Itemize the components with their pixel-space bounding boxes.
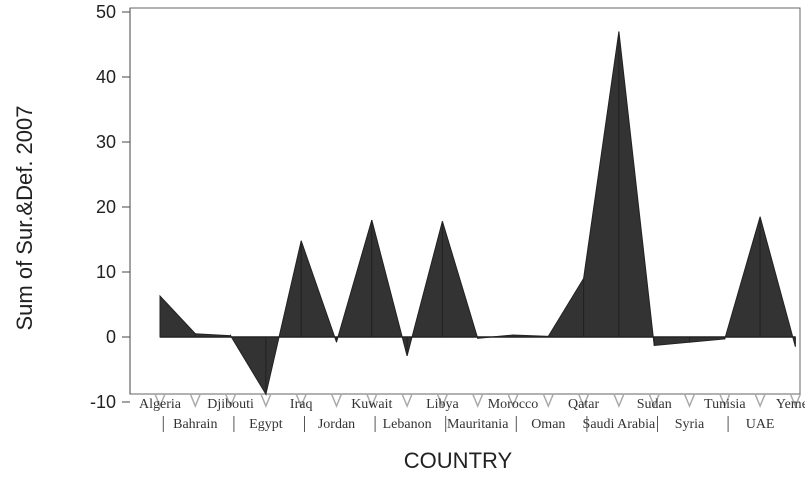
x-category-marker [260,393,272,408]
area-segment-algeria [159,294,196,338]
area-segment-oman [547,276,585,338]
x-tick-label-qatar: Qatar [568,397,599,412]
x-category-marker [789,393,802,408]
x-category-marker [613,393,625,408]
y-tick-label: -10 [90,392,116,412]
x-category-marker [224,393,237,408]
x-tick-label-lebanon: Lebanon [383,417,432,432]
area-segment-jordan [336,219,373,343]
x-tick-label-uae: UAE [746,417,775,432]
x-tick-label-iraq: Iraq [290,397,313,412]
y-tick-label: 0 [106,327,116,347]
x-category-marker [154,393,166,408]
y-tick-label: 20 [96,197,116,217]
x-tick-label-jordan: Jordan [318,417,355,432]
x-category-marker [472,393,484,408]
x-tick-label-egypt: Egypt [249,417,283,432]
x-category-marker [648,393,660,408]
x-tick-label-kuwait: Kuwait [351,397,392,412]
x-tick-label-oman: Oman [531,417,565,432]
y-axis-title: Sum of Sur.&Def. 2007 [12,105,37,330]
x-tick-label-algeria: Algeria [139,397,182,412]
x-axis-labels: Algeria Bahrain Djibouti Egypt Iraq Jordan Kuw… [139,393,805,432]
area-segment-qatar [583,31,620,338]
area-segment-syria [689,336,726,343]
x-category-marker [683,393,696,408]
y-tick-label: 10 [96,262,116,282]
area-segment-sudan [653,336,690,346]
area-segment-djibouti [230,333,267,396]
x-category-marker [189,393,201,408]
x-category-marker [719,393,731,408]
x-category-marker [401,393,413,408]
y-tick-label: 40 [96,67,116,87]
x-category-marker [330,393,343,408]
x-tick-label-syria: Syria [675,417,705,432]
x-tick-label-tunisia: Tunisia [704,397,746,412]
x-tick-label-sudan: Sudan [637,397,672,412]
x-tick-label-morocco: Morocco [488,397,539,412]
y-axis-ticks: -10 0 10 20 30 40 50 [90,2,130,412]
x-category-marker [542,393,554,408]
x-category-marker [577,393,590,408]
y-tick-label: 30 [96,132,116,152]
area-segment-egypt [265,240,302,395]
y-tick-label: 50 [96,2,116,22]
x-axis-title: COUNTRY [404,448,513,473]
area-segment-libya [441,221,479,339]
area-series [159,31,796,396]
area-segment-tunisia [724,216,761,340]
area-segment-iraq [300,240,337,343]
x-tick-label-bahrain: Bahrain [173,417,217,432]
area-segment-lebanon [406,221,443,356]
x-tick-label-saudi-arabia: Saudi Arabia [583,417,656,432]
area-segment-uae [759,216,796,347]
x-category-marker [366,393,378,408]
x-tick-label-yemen: Yemen [776,397,805,412]
area-segment-saudi-arabia [618,31,655,346]
x-category-marker [754,393,766,408]
x-tick-label-libya: Libya [426,397,459,412]
x-category-marker [507,393,519,408]
x-tick-label-mauritania: Mauritania [447,417,509,432]
x-category-marker [436,393,449,408]
x-category-marker [295,393,307,408]
x-tick-label-djibouti: Djibouti [207,397,254,412]
area-segment-kuwait [371,219,408,356]
